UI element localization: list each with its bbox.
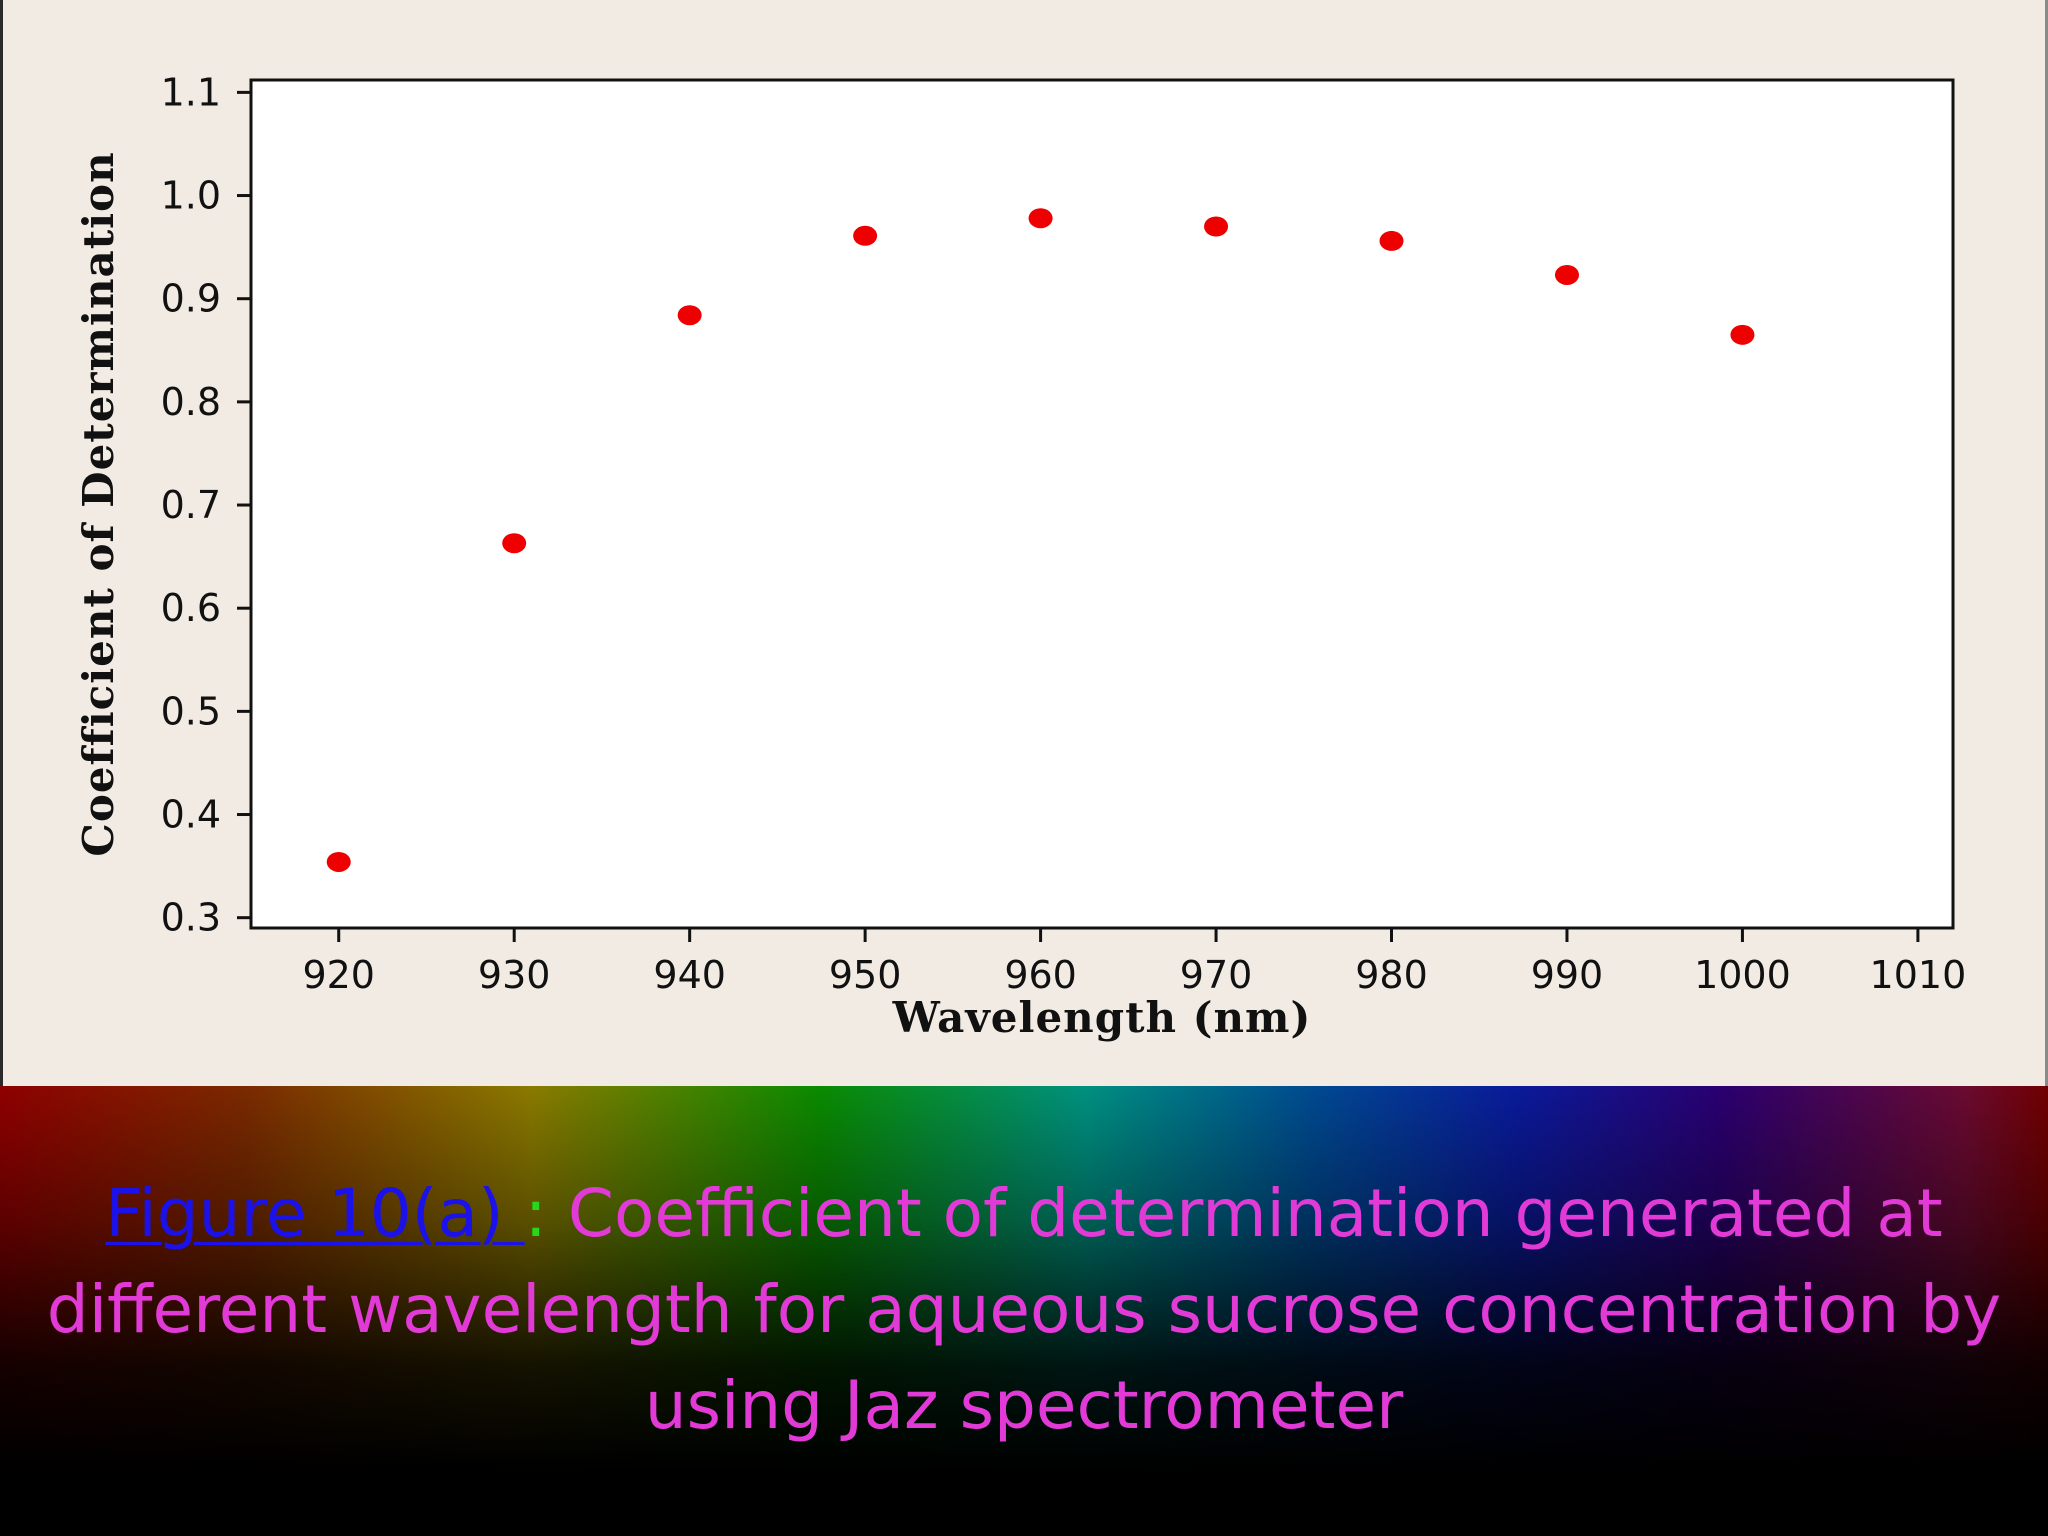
x-tick-label: 1000 (1694, 953, 1791, 997)
x-tick-label: 970 (1180, 953, 1253, 997)
y-tick-label: 0.4 (161, 793, 221, 837)
figure-caption: Figure 10(a) : Coefficient of determinat… (40, 1166, 2008, 1454)
caption-panel: Figure 10(a) : Coefficient of determinat… (0, 1086, 2048, 1536)
y-tick-label: 0.9 (161, 277, 221, 321)
x-tick-label: 960 (1004, 953, 1077, 997)
data-point (502, 533, 527, 554)
y-tick-label: 0.6 (161, 586, 221, 630)
y-tick-label: 0.5 (161, 689, 221, 733)
x-tick-label: 930 (478, 953, 551, 997)
data-points (326, 208, 1755, 872)
y-tick-label: 0.3 (161, 896, 221, 940)
data-point (677, 305, 702, 326)
y-tick-label: 0.8 (161, 380, 221, 424)
data-point (1730, 324, 1755, 345)
x-tick-label: 940 (653, 953, 726, 997)
chart-panel: 920 930 940 950 960 970 980 990 1000 1010 0.3 0.4 0… (0, 0, 2048, 1086)
data-point (326, 851, 351, 872)
plot-area (249, 78, 1955, 930)
x-axis-label: Wavelength (nm) (892, 993, 1312, 1042)
y-axis-ticks: 0.3 0.4 0.5 0.6 0.7 0.8 0.9 1.0 1.1 (161, 70, 251, 940)
x-axis-ticks: 920 930 940 950 960 970 980 990 1000 1010 (302, 928, 1966, 997)
data-point (1028, 208, 1053, 229)
data-point (1554, 264, 1579, 285)
y-axis-label: Coefficient of Determination (74, 151, 123, 856)
x-tick-label: 990 (1531, 953, 1604, 997)
caption-text: Coefficient of determination generated a… (46, 1175, 2002, 1444)
x-tick-label: 920 (302, 953, 375, 997)
scatter-chart: 920 930 940 950 960 970 980 990 1000 1010 0.30.40… (74, 70, 1966, 1042)
x-tick-label: 950 (829, 953, 902, 997)
x-tick-label: 1010 (1870, 953, 1967, 997)
figure-reference-link[interactable]: Figure 10(a) (105, 1175, 525, 1252)
y-tick-label: 0.7 (161, 483, 221, 527)
data-point (853, 225, 878, 246)
caption-separator: : (524, 1175, 547, 1252)
y-tick-label: 1.1 (161, 70, 221, 114)
y-tick-label: 1.0 (161, 174, 221, 218)
x-tick-label: 980 (1355, 953, 1428, 997)
data-point (1379, 230, 1404, 251)
data-point (1204, 216, 1229, 237)
